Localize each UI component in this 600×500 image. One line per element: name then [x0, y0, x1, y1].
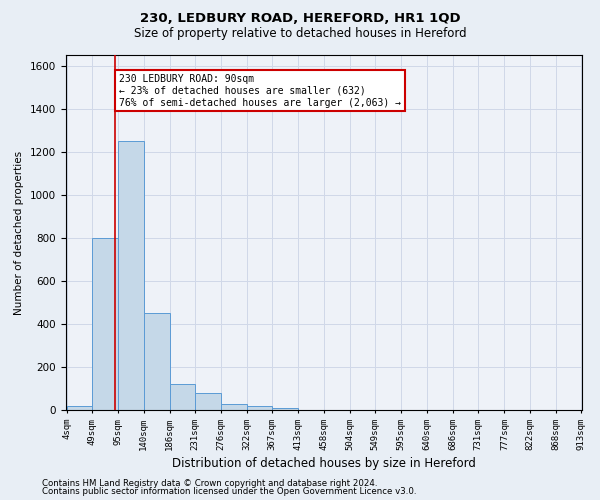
Bar [143, 313, 170, 410]
Text: Contains HM Land Registry data © Crown copyright and database right 2024.: Contains HM Land Registry data © Crown c… [42, 478, 377, 488]
Bar [170, 384, 195, 410]
Text: 230 LEDBURY ROAD: 90sqm
← 23% of detached houses are smaller (632)
76% of semi-d: 230 LEDBURY ROAD: 90sqm ← 23% of detache… [119, 74, 401, 108]
Text: Contains public sector information licensed under the Open Government Licence v3: Contains public sector information licen… [42, 487, 416, 496]
Bar [221, 404, 247, 410]
X-axis label: Distribution of detached houses by size in Hereford: Distribution of detached houses by size … [172, 457, 476, 470]
Y-axis label: Number of detached properties: Number of detached properties [14, 150, 25, 314]
Bar [92, 238, 118, 410]
Bar [67, 406, 92, 410]
Text: 230, LEDBURY ROAD, HEREFORD, HR1 1QD: 230, LEDBURY ROAD, HEREFORD, HR1 1QD [140, 12, 460, 26]
Bar [195, 393, 221, 410]
Bar [118, 141, 143, 410]
Bar [272, 408, 298, 410]
Bar [247, 406, 272, 410]
Text: Size of property relative to detached houses in Hereford: Size of property relative to detached ho… [134, 28, 466, 40]
